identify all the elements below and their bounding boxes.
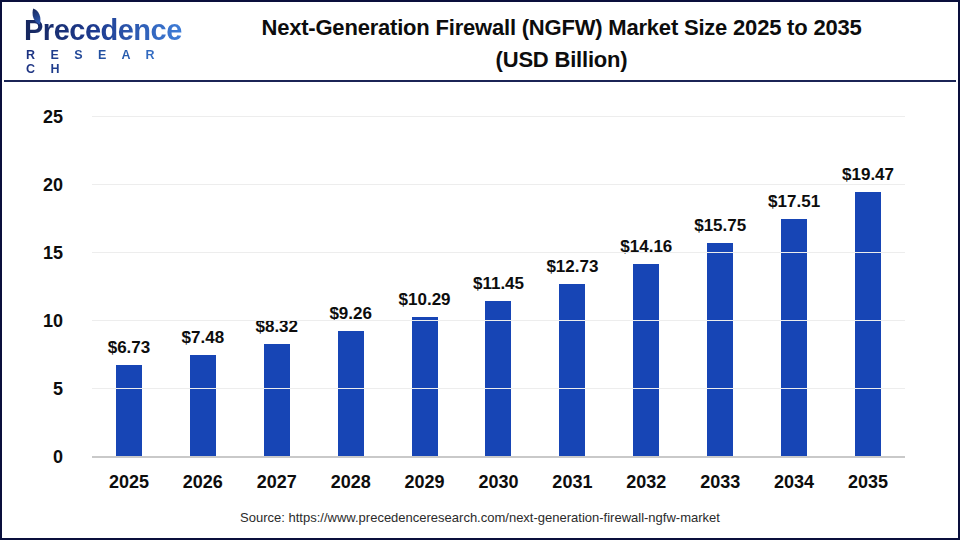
chart-title-line2: (USD Billion): [179, 44, 944, 76]
bar-column: $17.512034: [757, 117, 831, 457]
logo-wordmark: Precedence: [22, 14, 182, 46]
chart-title-line1: Next-Generation Firewall (NGFW) Market S…: [179, 12, 944, 44]
header: Precedence R E S E A R C H Next-Generati…: [4, 4, 956, 82]
bar-column: $12.732031: [535, 117, 609, 457]
precedence-research-logo: Precedence R E S E A R C H: [22, 14, 182, 74]
bar-value-label: $17.51: [768, 192, 820, 212]
plot-area: $6.732025$7.482026$8.322027$9.262028$10.…: [92, 117, 905, 457]
y-axis-tick-label: 0: [3, 447, 63, 467]
y-axis-tick-label: 25: [3, 107, 63, 127]
bar: [116, 365, 142, 457]
bar-column: $10.292029: [388, 117, 462, 457]
bar: [855, 192, 881, 457]
bar-column: $14.162032: [609, 117, 683, 457]
bar: [485, 301, 511, 457]
x-axis-label: 2028: [331, 472, 371, 493]
bar: [633, 264, 659, 457]
x-axis-label: 2035: [848, 472, 888, 493]
bar-column: $19.472035: [831, 117, 905, 457]
bar-value-label: $6.73: [108, 338, 151, 358]
chart-title: Next-Generation Firewall (NGFW) Market S…: [179, 12, 944, 76]
bar: [707, 243, 733, 457]
logo-subtitle: R E S E A R C H: [22, 48, 182, 76]
bar-column: $6.732025: [92, 117, 166, 457]
bar-column: $15.752033: [683, 117, 757, 457]
bar-column: $11.452030: [462, 117, 536, 457]
y-axis-tick-label: 15: [3, 243, 63, 263]
x-axis-label: 2034: [774, 472, 814, 493]
bar-value-label: $10.29: [399, 290, 451, 310]
x-axis-baseline: [92, 456, 905, 458]
x-axis-label: 2030: [478, 472, 518, 493]
chart-frame: Precedence R E S E A R C H Next-Generati…: [0, 0, 960, 540]
bar-series: $6.732025$7.482026$8.322027$9.262028$10.…: [92, 117, 905, 457]
y-axis-tick-label: 20: [3, 175, 63, 195]
x-axis-label: 2031: [552, 472, 592, 493]
y-axis: 0510152025: [2, 117, 78, 457]
y-axis-tick-label: 10: [3, 311, 63, 331]
bar-value-label: $19.47: [842, 165, 894, 185]
x-axis-label: 2029: [405, 472, 445, 493]
bar: [264, 344, 290, 457]
bar-value-label: $14.16: [620, 237, 672, 257]
bar-value-label: $11.45: [473, 274, 524, 294]
bar-value-label: $7.48: [182, 328, 225, 348]
gridline: [92, 320, 905, 321]
bar-value-label: $9.26: [329, 304, 372, 324]
bar: [781, 219, 807, 457]
x-axis-label: 2033: [700, 472, 740, 493]
x-axis-label: 2026: [183, 472, 223, 493]
bar-column: $7.482026: [166, 117, 240, 457]
gridline: [92, 184, 905, 185]
x-axis-label: 2032: [626, 472, 666, 493]
bar-value-label: $15.75: [694, 216, 746, 236]
gridline: [92, 116, 905, 117]
bar: [559, 284, 585, 457]
bar-column: $8.322027: [240, 117, 314, 457]
x-axis-label: 2025: [109, 472, 149, 493]
source-attribution: Source: https://www.precedenceresearch.c…: [2, 510, 958, 525]
bar: [338, 331, 364, 457]
bar-value-label: $12.73: [546, 257, 598, 277]
bar: [190, 355, 216, 457]
x-axis-label: 2027: [257, 472, 297, 493]
bar-column: $9.262028: [314, 117, 388, 457]
gridline: [92, 388, 905, 389]
y-axis-tick-label: 5: [3, 379, 63, 399]
gridline: [92, 252, 905, 253]
